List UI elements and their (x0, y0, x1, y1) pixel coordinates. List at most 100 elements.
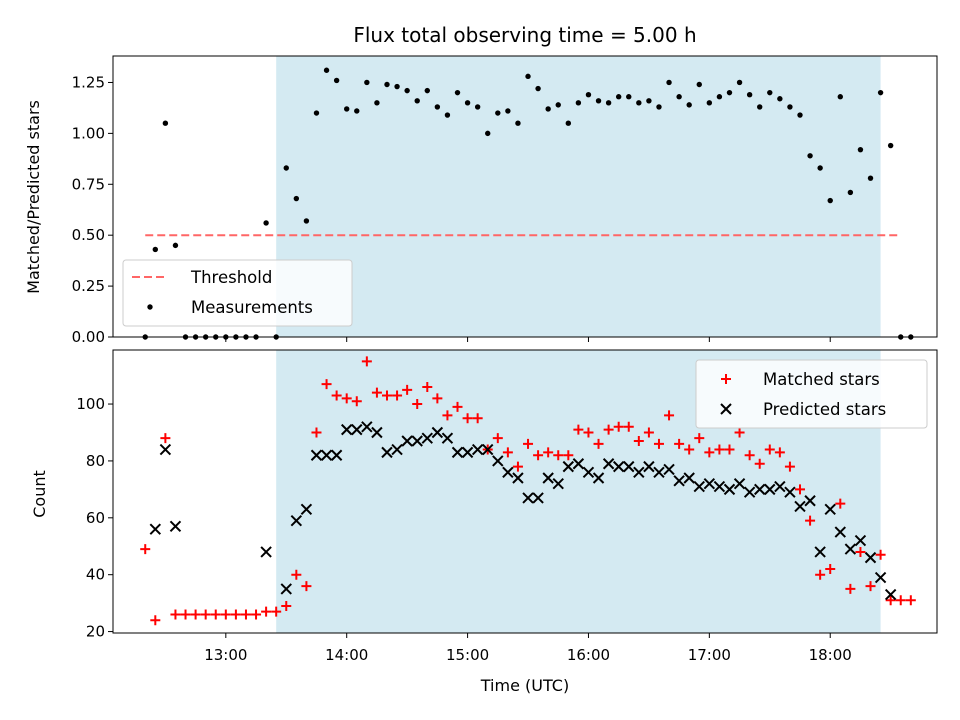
measurement-point (142, 334, 148, 340)
predicted-star-point (149, 523, 162, 535)
measurement-point (585, 91, 592, 98)
measurement-point (172, 242, 179, 249)
measurement-point (283, 165, 289, 171)
predicted-star-point (492, 455, 504, 467)
predicted-star-point (320, 449, 333, 461)
measurement-point (676, 94, 682, 100)
measurement-point (797, 112, 803, 118)
measurement-point (414, 98, 420, 104)
bottom-y-axis-label: Count (30, 470, 49, 518)
predicted-star-point (653, 466, 665, 479)
matched-star-point (452, 401, 463, 412)
matched-star-point (815, 569, 826, 580)
legend-predicted-label: Predicted stars (763, 400, 886, 419)
matched-star-point (412, 399, 423, 410)
top-y-tick-label: 1.25 (72, 73, 105, 91)
predicted-star-point (643, 460, 655, 473)
matched-star-point (251, 609, 262, 620)
matched-star-point (674, 438, 685, 449)
matched-star-point (140, 544, 151, 555)
measurement-point (152, 246, 159, 253)
predicted-star-point (743, 486, 756, 498)
matched-star-point (845, 583, 856, 594)
measurement-point (202, 334, 209, 340)
measurement-point (182, 334, 189, 340)
predicted-star-point (824, 503, 836, 515)
predicted-star-point (411, 435, 423, 447)
matched-star-point (392, 390, 403, 401)
measurement-point (646, 98, 652, 104)
predicted-star-point (874, 571, 887, 584)
matched-star-point (512, 461, 523, 472)
count-panel: 20 40 60 80 100 13:00 14:00 15:00 16:00 17:00 18:0… (76, 349, 938, 664)
measurement-point (495, 110, 501, 116)
matched-star-point (664, 410, 675, 421)
matched-star-point (653, 438, 664, 449)
measurement-point (605, 100, 612, 106)
matched-star-point (714, 444, 725, 455)
matched-star-point (281, 600, 292, 611)
matched-star-point (895, 595, 906, 606)
measurement-point (354, 108, 360, 114)
predicted-star-point (683, 472, 695, 484)
matched-star-point (774, 447, 785, 458)
measurement-point (736, 79, 743, 86)
top-y-tick-label: 0.75 (72, 175, 105, 193)
predicted-star-point (310, 449, 323, 461)
top-y-tick-label: 0.50 (72, 226, 105, 244)
matched-star-point (865, 581, 876, 592)
matched-star-point (160, 433, 171, 444)
measurement-point (716, 94, 723, 100)
matched-star-point (462, 413, 473, 424)
matched-star-point (301, 581, 312, 592)
predicted-star-point (542, 472, 554, 484)
measurement-point (686, 102, 692, 108)
matched-star-point (442, 410, 453, 421)
measurement-point (525, 73, 531, 80)
predicted-star-point (512, 472, 524, 484)
matched-star-point (905, 595, 916, 606)
matched-star-point (724, 444, 735, 455)
measurement-point (485, 130, 491, 137)
measurement-point (757, 104, 763, 110)
predicted-star-point (844, 543, 857, 555)
measurement-point (746, 91, 753, 98)
predicted-star-point (723, 483, 736, 496)
measurement-point (626, 94, 632, 100)
measurement-point (857, 146, 864, 153)
matched-star-point (190, 609, 201, 620)
bottom-y-tick-label: 60 (86, 509, 105, 527)
bottom-y-tick-label: 20 (86, 623, 105, 641)
predicted-star-point (754, 483, 766, 496)
x-tick-label: 16:00 (567, 646, 610, 664)
predicted-star-point (461, 446, 474, 459)
top-y-tick-label: 0.00 (72, 328, 105, 346)
measurement-point (767, 89, 773, 96)
measurement-point (384, 81, 390, 88)
legend-matched-label: Matched stars (763, 370, 880, 389)
measurement-point (233, 334, 239, 340)
measurement-point (464, 100, 471, 106)
matched-star-point (603, 424, 614, 435)
matched-star-point (210, 609, 221, 620)
bottom-axes-frame (112, 349, 938, 634)
predicted-star-point (612, 460, 625, 473)
predicted-star-point (351, 423, 363, 436)
measurement-point (666, 79, 672, 86)
measurement-point (313, 110, 320, 116)
predicted-star-point (330, 449, 343, 461)
predicted-star-point (834, 526, 847, 538)
top-y-tick-label: 1.00 (72, 124, 105, 142)
matched-star-point (311, 427, 322, 438)
matched-star-point (341, 393, 352, 404)
measurement-point (213, 334, 219, 340)
matched-star-point (885, 595, 896, 606)
matched-star-point (351, 396, 362, 407)
predicted-star-point (260, 546, 272, 558)
measurement-point (555, 102, 561, 108)
matched-star-point (402, 384, 413, 395)
predicted-star-point (884, 588, 897, 601)
predicted-star-point (290, 514, 303, 527)
matched-star-point (563, 450, 574, 461)
predicted-star-point (451, 446, 464, 459)
